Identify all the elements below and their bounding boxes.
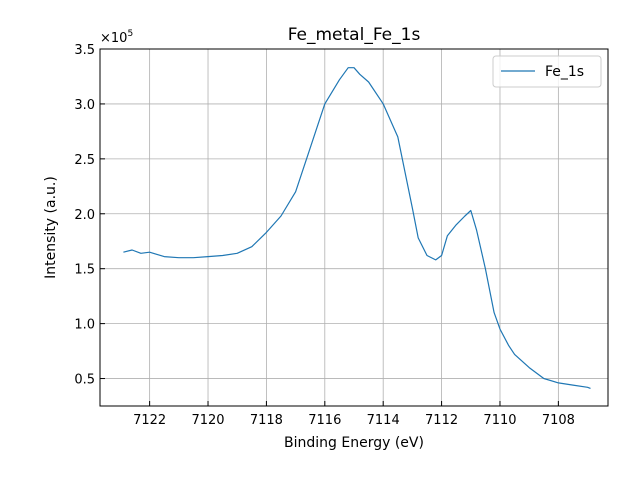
y-tick-label: 1.0 [74, 318, 95, 333]
y-axis-multiplier-base: ×10 [100, 31, 127, 46]
y-tick-label: 2.0 [74, 208, 95, 223]
y-axis-title: Intensity (a.u.) [43, 176, 59, 279]
x-axis-title: Binding Energy (eV) [284, 435, 424, 451]
x-tick-label: 7108 [542, 413, 575, 428]
chart-title: Fe_metal_Fe_1s [288, 25, 421, 45]
plot-frame [99, 48, 609, 407]
legend: Fe_1s [492, 55, 602, 88]
series-line-fe-1s [123, 67, 591, 389]
x-tick-label: 7118 [250, 413, 283, 428]
y-tick-label: 3.0 [74, 98, 95, 113]
x-tick-label: 7116 [308, 413, 341, 428]
y-tick-label: 0.5 [74, 373, 95, 388]
grid [100, 48, 608, 406]
ticks: 7122 7120 7118 7116 7114 7112 7110 7108 0.5 1.0 1.… [74, 43, 575, 428]
legend-label: Fe_1s [545, 64, 584, 80]
y-axis-multiplier-exponent: 5 [127, 29, 133, 39]
x-tick-label: 7110 [483, 413, 516, 428]
x-tick-label: 7114 [367, 413, 400, 428]
y-axis-multiplier: ×105 [100, 29, 133, 46]
y-tick-label: 2.5 [74, 153, 95, 168]
y-tick-label: 3.5 [74, 43, 95, 58]
y-tick-label: 1.5 [74, 263, 95, 278]
x-tick-label: 7112 [425, 413, 458, 428]
legend-box [492, 55, 602, 88]
x-tick-label: 7122 [133, 413, 166, 428]
series-layer [123, 67, 591, 389]
x-tick-label: 7120 [191, 413, 224, 428]
